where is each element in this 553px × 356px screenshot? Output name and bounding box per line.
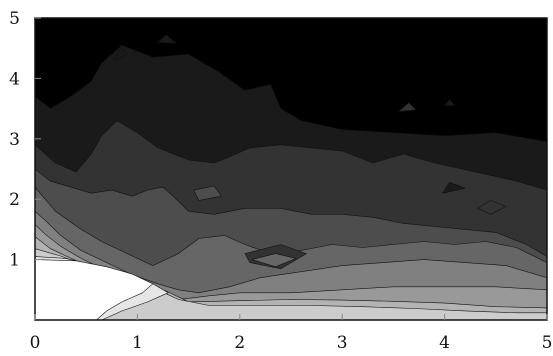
- contour-level-1-region-17: [444, 99, 456, 106]
- x-tick-label: 2: [234, 333, 245, 353]
- plot-frame: [34, 17, 548, 321]
- x-tick-label: 1: [132, 333, 143, 353]
- y-tick-label: 3: [9, 130, 20, 150]
- x-tick-label: 4: [439, 333, 450, 353]
- contour-level-2-region-16: [398, 102, 417, 112]
- x-tick-label: 3: [337, 333, 348, 353]
- contour-level-1-region-10: [114, 47, 128, 61]
- x-tick-label: 0: [30, 333, 41, 353]
- contour-level-2-region-18: [477, 200, 507, 215]
- contour-level-3-region-14: [193, 185, 222, 201]
- contour-level-10-region-9: [35, 259, 154, 320]
- x-axis-ticks: 0 1 2 3 4 5: [30, 314, 553, 353]
- contour-fills: [35, 34, 547, 320]
- x-tick-label: 5: [542, 333, 553, 353]
- contour-level-4-region-15: [251, 253, 297, 268]
- contour-level-1-region-11: [157, 34, 177, 44]
- y-tick-label: 5: [9, 9, 20, 29]
- y-tick-label: 2: [9, 190, 20, 210]
- y-tick-label: 1: [9, 251, 20, 271]
- y-axis-ticks: 1 2 3 4 5: [9, 9, 41, 271]
- contour-level-1-region-12: [442, 182, 466, 194]
- y-tick-label: 4: [9, 69, 20, 89]
